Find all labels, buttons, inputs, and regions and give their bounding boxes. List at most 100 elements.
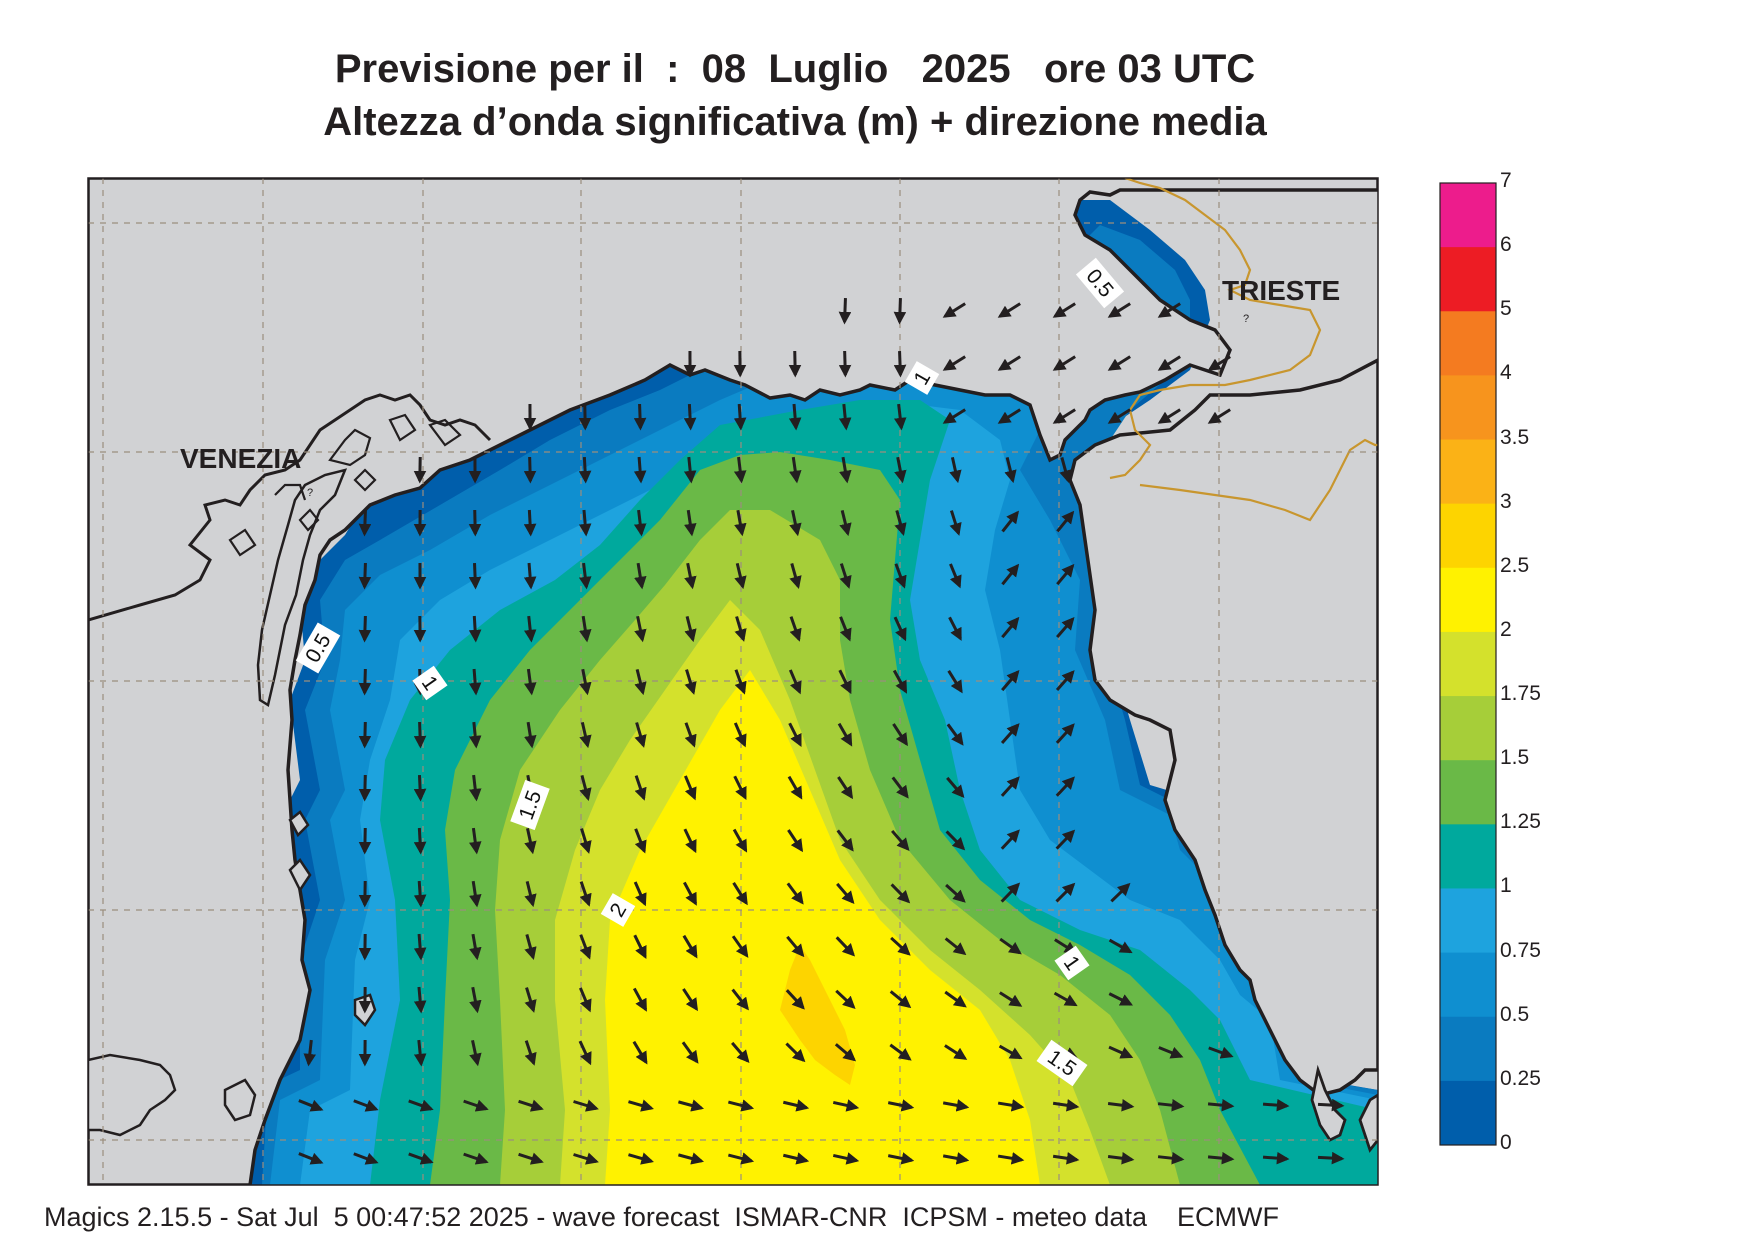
wave-direction-arrow (633, 456, 647, 484)
wave-direction-arrow (1157, 408, 1181, 424)
wave-direction-arrow (942, 355, 966, 371)
wave-direction-arrow (997, 1099, 1025, 1112)
wave-direction-arrow (834, 1043, 857, 1062)
wave-direction-arrow (835, 989, 856, 1009)
colorbar-segment (1440, 696, 1496, 761)
wave-direction-arrow (633, 881, 647, 907)
wave-direction-arrow (1055, 670, 1075, 691)
wave-direction-arrow (889, 990, 912, 1009)
wave-direction-arrow (628, 1099, 654, 1112)
wave-direction-arrow (358, 615, 372, 643)
wave-direction-arrow (1052, 408, 1076, 424)
wave-direction-arrow (634, 562, 647, 590)
wave-direction-arrow (839, 509, 852, 537)
wave-direction-arrow (579, 615, 592, 643)
colorbar-segment (1440, 760, 1496, 825)
wave-direction-arrow (1055, 882, 1076, 903)
wave-direction-arrow (835, 936, 856, 957)
wave-direction-arrow (733, 775, 747, 801)
wave-direction-arrow (524, 987, 537, 1013)
wave-direction-arrow (678, 1152, 705, 1165)
wave-direction-arrow (785, 1042, 806, 1063)
wave-direction-arrow (893, 350, 907, 378)
wave-direction-arrow (789, 456, 802, 484)
venice-lagoon-detail (228, 413, 462, 557)
colorbar-segment (1440, 311, 1496, 376)
wave-direction-arrow (1158, 1046, 1184, 1059)
wave-direction-arrow (523, 562, 537, 590)
wave-direction-arrow (1207, 1098, 1235, 1112)
wave-direction-arrow (1108, 1045, 1134, 1059)
wave-direction-arrow (1052, 302, 1076, 318)
wave-direction-arrow (358, 668, 372, 696)
title-line-variable: Altezza d’onda significativa (m) + direz… (323, 100, 1267, 144)
wave-direction-arrow (946, 776, 965, 799)
colorbar-tick-label: 1 (1500, 874, 1512, 898)
colorbar-segment (1440, 824, 1496, 889)
wave-direction-arrow (733, 456, 747, 484)
wave-direction-arrow (1207, 1151, 1235, 1165)
wave-direction-arrow (782, 1152, 810, 1165)
wave-direction-arrow (524, 880, 537, 908)
wave-direction-arrow (1056, 563, 1075, 586)
wave-direction-arrow (469, 1039, 482, 1067)
map-frame: 0.5 0.5 1 1 1 1.5 1.5 2 (88, 178, 1378, 1185)
wave-direction-arrow (734, 616, 747, 642)
wave-direction-arrow (683, 828, 697, 854)
wave-direction-arrow (894, 510, 907, 536)
colorbar-tick-label: 7 (1500, 169, 1512, 192)
wave-direction-arrow (524, 827, 537, 855)
wave-direction-arrow (949, 510, 962, 536)
wave-direction-arrow (1108, 992, 1133, 1006)
wave-direction-arrow (887, 1152, 915, 1165)
wave-direction-arrow (785, 989, 805, 1010)
wave-direction-arrow (579, 721, 592, 749)
wave-direction-arrow (298, 1099, 324, 1112)
wave-direction-arrow (1157, 1098, 1185, 1112)
wave-direction-arrow (413, 880, 427, 908)
colorbar-segment (1440, 375, 1496, 441)
wave-direction-arrow (997, 355, 1021, 371)
wave-direction-arrow (578, 1040, 592, 1066)
wave-direction-arrow (469, 880, 482, 908)
wave-direction-arrow (942, 408, 966, 424)
city-label-venezia: VENEZIA (180, 443, 301, 474)
wave-direction-arrow (579, 881, 592, 907)
wave-direction-arrow (523, 615, 537, 643)
colorbar-segment (1440, 183, 1496, 248)
colorbar-tick-label: 3.5 (1500, 425, 1530, 449)
wave-direction-arrow (358, 827, 372, 855)
wave-direction-arrow (838, 403, 852, 431)
wave-direction-arrow (891, 829, 910, 851)
colorbar-frame (1439, 182, 1497, 1146)
wave-direction-arrow (684, 775, 697, 801)
wave-direction-arrow (839, 616, 852, 642)
wave-direction-arrow (413, 827, 427, 855)
wave-direction-arrow (789, 563, 802, 589)
wave-direction-arrow (684, 669, 697, 695)
wave-direction-arrow (413, 1039, 427, 1067)
wave-direction-arrow (683, 881, 697, 906)
wave-direction-arrow (945, 883, 966, 903)
colorbar-segment (1440, 952, 1496, 1018)
wave-direction-arrow (893, 297, 907, 325)
slovenia-border (1109, 178, 1378, 522)
wave-direction-arrow (628, 1152, 654, 1165)
wave-direction-arrow (946, 723, 964, 746)
wave-direction-arrow (634, 775, 647, 801)
wave-direction-arrow (1207, 408, 1231, 424)
sea-band-2-25 (605, 670, 1040, 1185)
wave-direction-arrow (839, 456, 852, 484)
wave-direction-arrow (358, 774, 372, 802)
wave-direction-arrow (891, 776, 909, 799)
colorbar-segment (1440, 631, 1496, 697)
wave-direction-arrow (836, 882, 855, 905)
wave-direction-arrow (1000, 776, 1020, 797)
wave-direction-arrow (949, 563, 962, 589)
wave-direction-arrow (633, 509, 647, 537)
wave-direction-arrow (579, 775, 592, 802)
wave-direction-arrow (634, 828, 647, 854)
wave-direction-arrow (887, 1099, 915, 1112)
colorbar-tick-label: 3 (1500, 489, 1512, 513)
